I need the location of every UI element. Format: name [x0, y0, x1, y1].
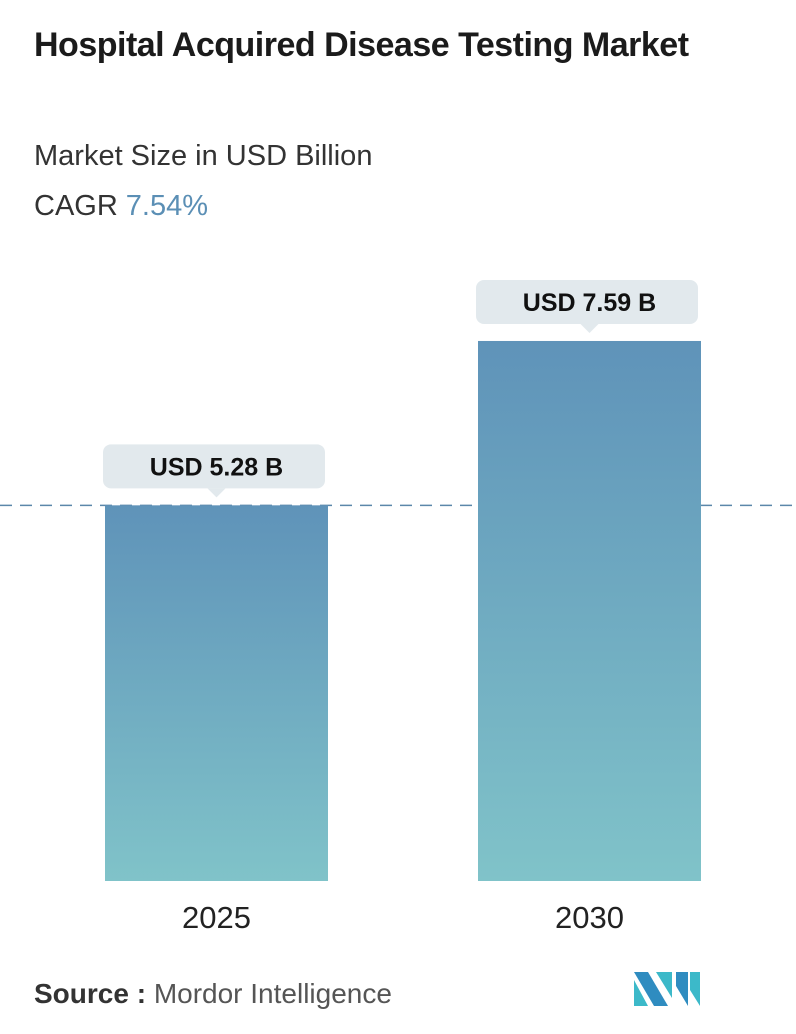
- data-label-box: [103, 444, 325, 489]
- x-tick-label: 2030: [555, 900, 624, 935]
- mordor-intelligence-logo: [634, 972, 700, 1006]
- data-label-pointer: [207, 488, 226, 498]
- cagr-label: CAGR: [34, 190, 118, 222]
- cagr: CAGR 7.54%: [34, 190, 208, 223]
- source-value: Mordor Intelligence: [153, 978, 392, 1009]
- bar-2025: [105, 505, 328, 881]
- bar-2030: [478, 340, 701, 881]
- data-label: USD 5.28 B: [150, 453, 283, 481]
- source-label: Source :: [34, 978, 147, 1009]
- bar-chart: USD 5.28 B 2025 USD 7.59 B 2030: [0, 279, 796, 935]
- chart-subtitle: Market Size in USD Billion: [34, 140, 373, 172]
- chart-title: Hospital Acquired Disease Testing Market: [34, 26, 689, 64]
- x-tick-label: 2025: [182, 900, 251, 935]
- cagr-value: 7.54%: [125, 190, 209, 222]
- data-label-pointer: [580, 323, 599, 333]
- source: Source : Mordor Intelligence: [34, 978, 392, 1010]
- data-label: USD 7.59 B: [523, 289, 656, 317]
- data-label-box: [476, 279, 698, 324]
